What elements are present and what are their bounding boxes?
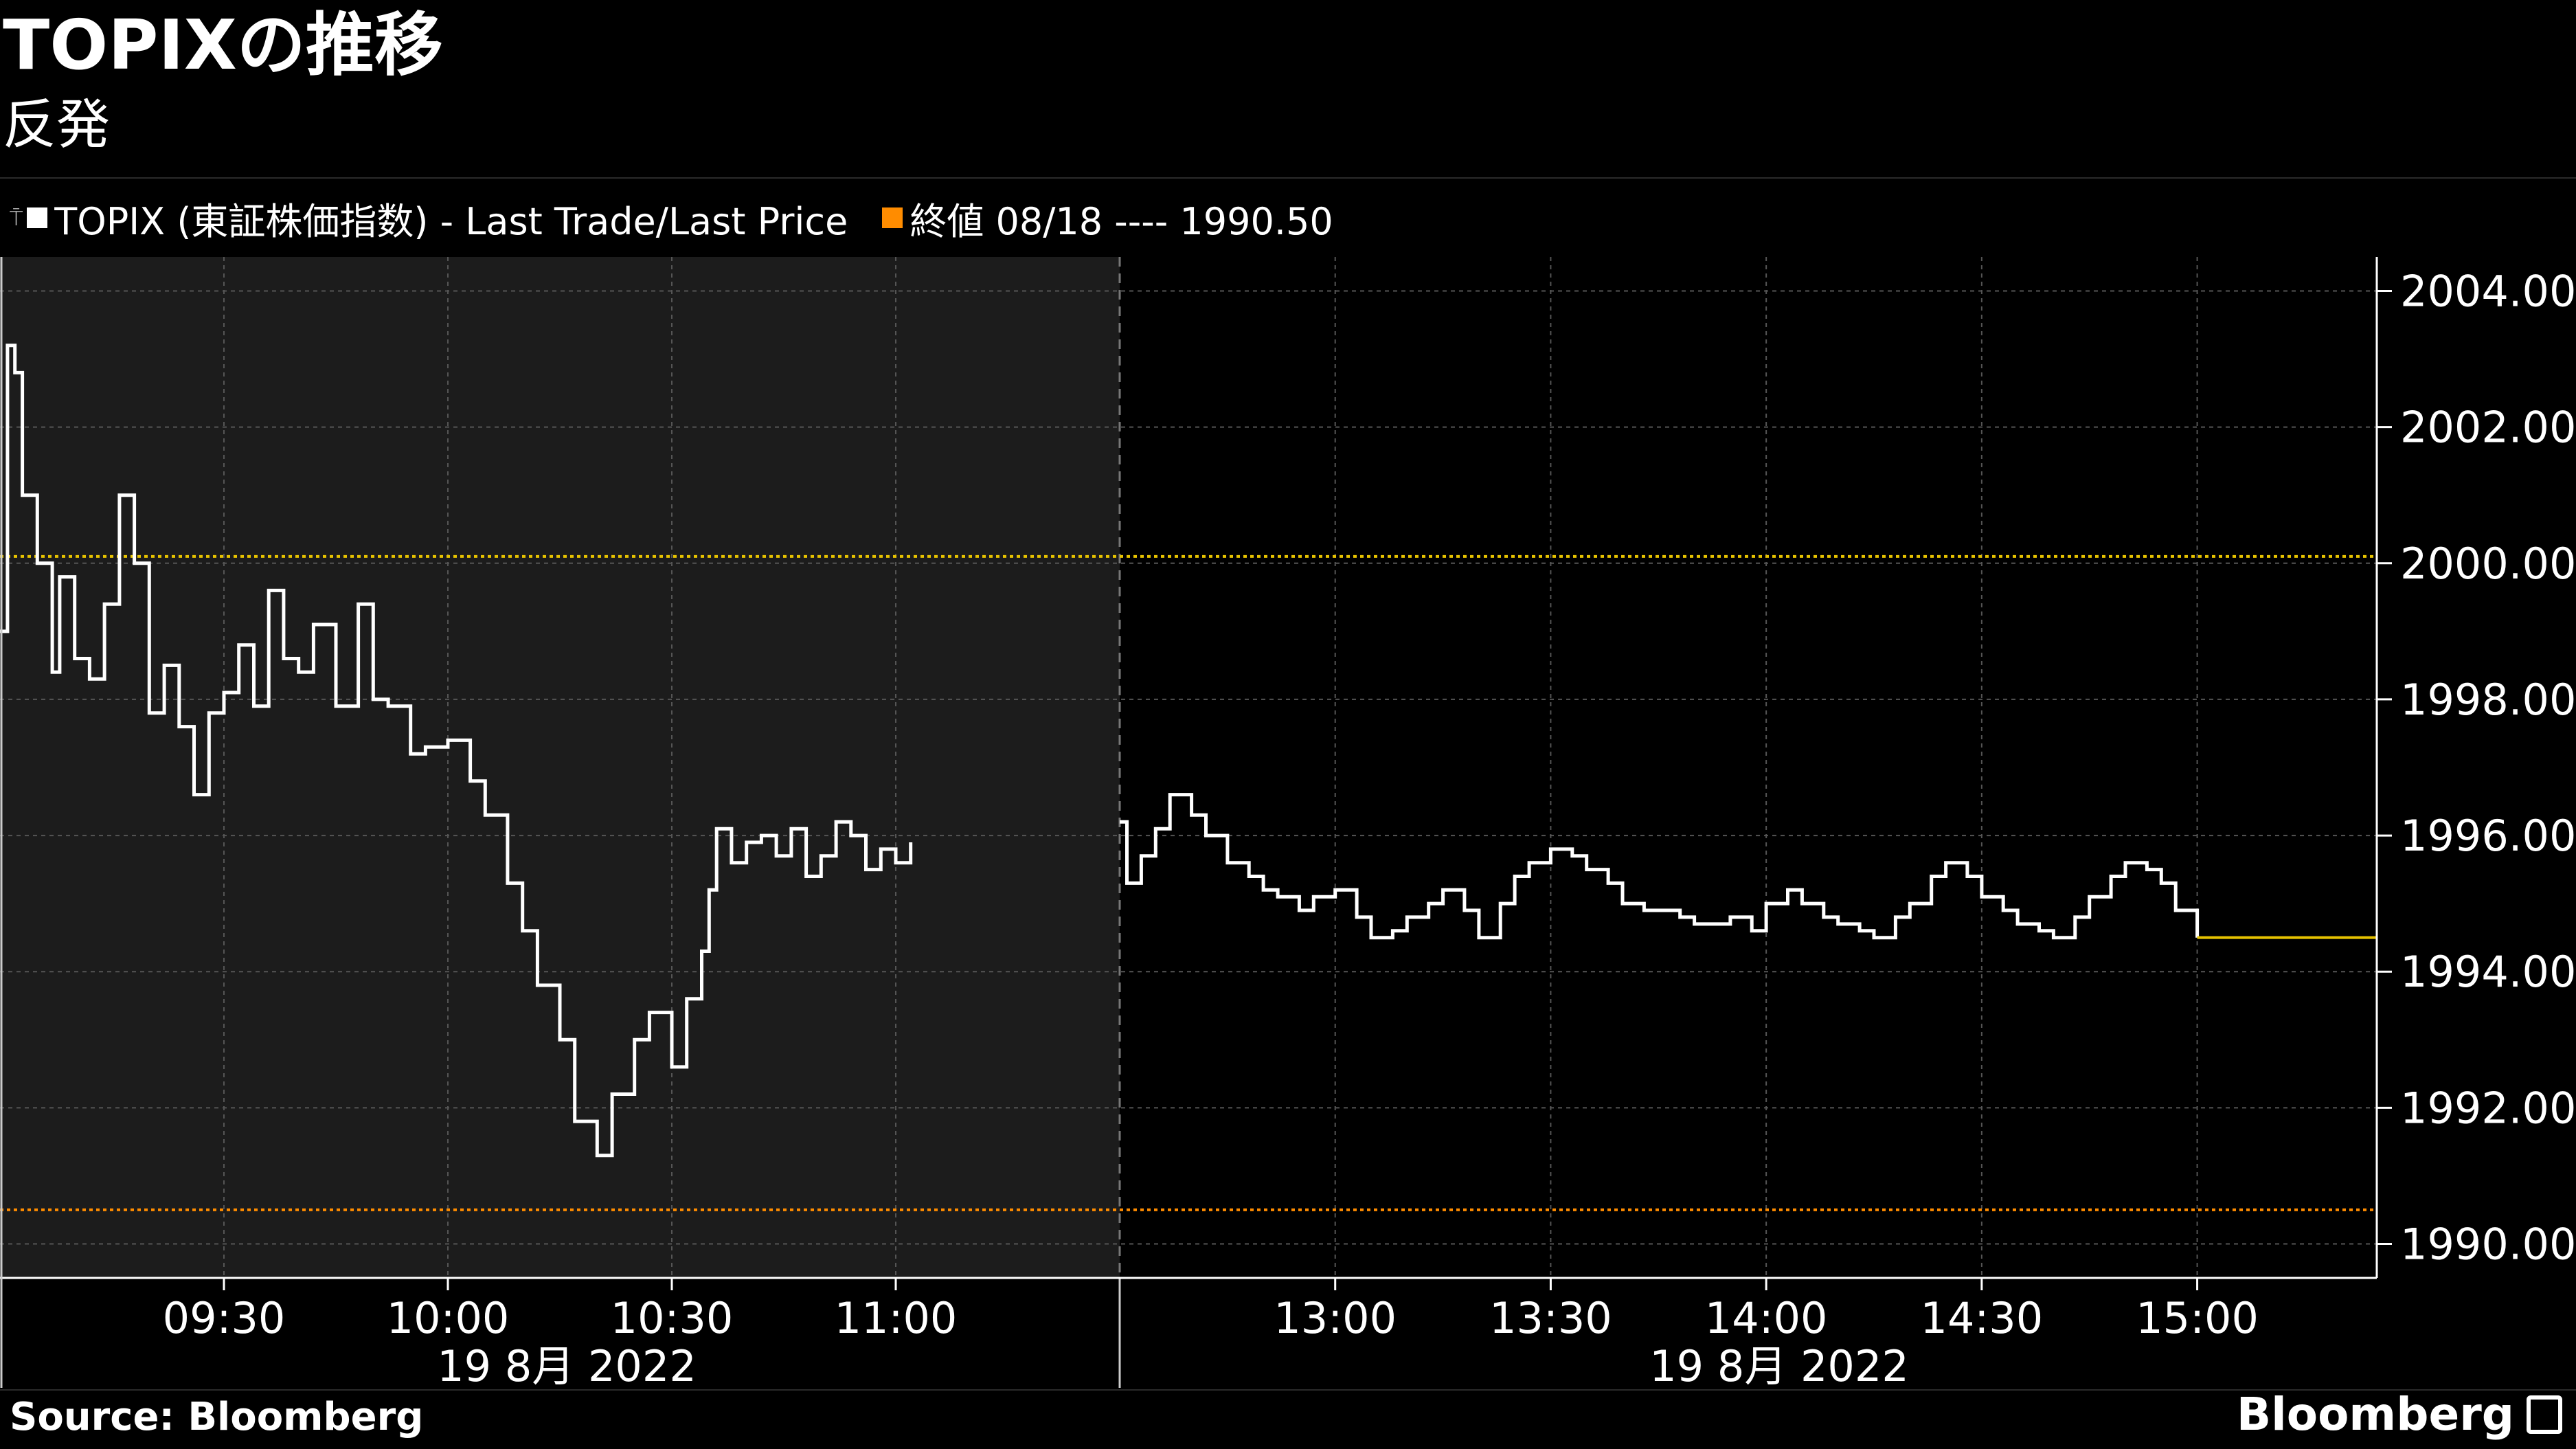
morning-x-tick-label: 10:30 (611, 1293, 734, 1343)
bloomberg-terminal-icon (2527, 1395, 2562, 1434)
legend-label-series: TOPIX (東証株価指数) - Last Trade/Last Price (54, 199, 848, 243)
legend-label-close: 終値 08/18 ---- 1990.50 (909, 199, 1333, 243)
y-tick-label: 2002.00 (2400, 403, 2576, 453)
source-credit: Source: Bloomberg (10, 1395, 424, 1439)
afternoon-x-tick-label: 14:30 (1921, 1293, 2044, 1343)
y-tick-label: 1990.00 (2400, 1219, 2576, 1269)
y-tick-label: 1994.00 (2400, 947, 2576, 997)
morning-x-tick-label: 10:00 (387, 1293, 510, 1343)
afternoon-date-label: 19 8月 2022 (1649, 1341, 1909, 1388)
morning-x-tick-label: 11:00 (835, 1293, 958, 1343)
chart-title: TOPIXの推移 (3, 5, 443, 85)
morning-date-label: 19 8月 2022 (437, 1341, 697, 1388)
y-tick-label: 1996.00 (2400, 811, 2576, 861)
afternoon-x-tick-label: 13:30 (1489, 1293, 1612, 1343)
morning-session-background (0, 257, 1120, 1278)
y-tick-label: 1992.00 (2400, 1083, 2576, 1133)
series-line-morning (0, 344, 913, 1158)
legend-swatch-close (882, 207, 903, 228)
morning-x-tick-label: 09:30 (163, 1293, 286, 1343)
pin-icon[interactable]: ⍑ (10, 204, 23, 231)
afternoon-x-tick-label: 14:00 (1705, 1293, 1828, 1343)
legend: ⍑ TOPIX (東証株価指数) - Last Trade/Last Price… (10, 194, 1333, 243)
footer-divider (0, 1389, 2576, 1391)
legend-swatch-series (27, 207, 48, 228)
series-line-afternoon (1120, 793, 2200, 940)
y-tick-label: 2000.00 (2400, 539, 2576, 589)
y-tick-label: 1998.00 (2400, 675, 2576, 725)
chart-plot: 2004.00 2002.00 2000.00 1998.00 1996.00 1994.… (0, 257, 2576, 1388)
header-divider (0, 177, 2576, 179)
afternoon-x-tick-label: 13:00 (1274, 1293, 1397, 1343)
brand-logo: Bloomberg (2237, 1388, 2562, 1441)
chart-subtitle: 反発 (3, 94, 111, 156)
afternoon-x-tick-label: 15:00 (2136, 1293, 2259, 1343)
brand-wordmark: Bloomberg (2236, 1388, 2514, 1441)
y-tick-label: 2004.00 (2400, 267, 2576, 317)
